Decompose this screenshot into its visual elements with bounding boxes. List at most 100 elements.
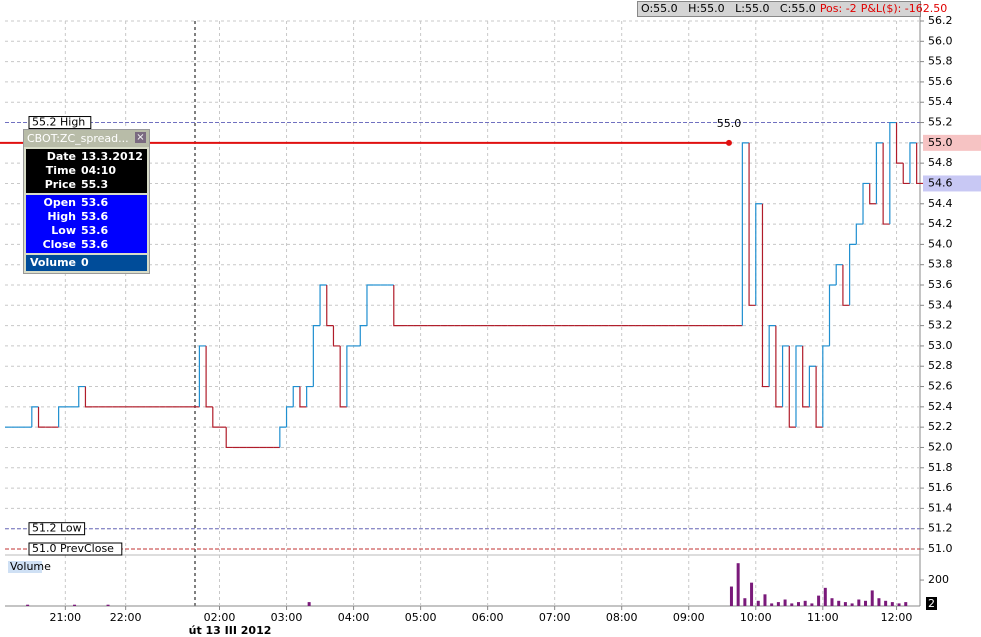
info-key: Open [43,196,76,209]
price-step [198,345,207,407]
price-step [916,142,924,185]
info-row: Date 13.3.2012 [26,150,147,164]
volume-bar [783,599,787,606]
volume-bar [830,598,834,606]
price-step [748,142,756,306]
info-key: Low [51,224,76,237]
x-tick-label: 08:00 [606,611,638,624]
volume-bar [743,598,747,606]
x-tick-label: 09:00 [673,611,705,624]
volume-bar [803,600,807,606]
price-step [788,345,796,428]
price-step [359,325,367,346]
y-tick-label: 52.8 [928,359,953,372]
price-step [822,345,830,428]
price-step [279,426,287,448]
info-key: Close [42,238,76,251]
price-step [875,142,884,204]
y-tick-label: 53.6 [928,278,953,291]
price-badge-label: 55.0 [928,136,953,149]
info-value: 53.6 [81,196,109,209]
info-value: 53.6 [81,238,109,251]
price-step [828,284,837,346]
volume-bar [823,587,827,606]
info-row: Price 55.3 [26,178,147,192]
price-step [862,182,870,225]
info-row: Close 53.6 [26,238,147,252]
price-step [808,365,817,407]
volume-title-bg [8,561,42,573]
volume-bar [73,604,77,606]
ohlc: O:55.0 H:55.0 L:55.0 C:55.0 [641,2,816,15]
volume-bar [843,602,847,606]
volume-bar [890,602,894,606]
volume-bar [26,604,30,606]
y-tick-label: 53.8 [928,258,953,271]
y-tick-label: 54.2 [928,217,953,230]
info-row: Open 53.6 [26,196,147,210]
y-tick-label: 51.6 [928,481,953,494]
volume-bar [736,563,740,606]
info-value: 53.6 [81,224,109,237]
y-tick-label: 53.0 [928,339,953,352]
volume-bar [857,599,861,606]
x-tick-label: 03:00 [271,611,303,624]
price-badge [923,134,981,151]
info-section: Date 13.3.2012 Time 04:10 Price 55.3 [26,149,147,193]
x-tick-label: 10:00 [740,611,772,624]
y-tick-label: 53.4 [928,298,953,311]
price-step [775,325,783,408]
price-step [815,366,823,428]
price-badge-label: 54.6 [928,176,953,189]
price-step [205,345,213,408]
volume-bar [776,602,780,606]
info-box: CBOT:ZC_spread... × Date 13.3.2012 Time 04:1… [23,129,150,274]
pnl: P&L($): -162.50 [860,2,948,15]
info-row: Low 53.6 [26,224,147,238]
y-tick-label: 52.4 [928,400,953,413]
y-tick-label: 54.4 [928,197,953,210]
x-tick-label: 06:00 [472,611,504,624]
price-step [292,385,300,407]
info-value: 55.3 [81,178,109,191]
volume-bar [307,602,311,606]
volume-bar [106,604,110,606]
price-step [326,285,334,327]
price-step [895,122,904,164]
price-step [37,406,46,428]
x-tick-label: 05:00 [405,611,437,624]
price-step [835,264,843,285]
info-section: Open 53.6 High 53.6 Low 53.6 Close 53.6 [26,195,147,253]
info-row: Volume 0 [26,256,147,270]
volume-bar [897,603,901,606]
x-tick-label: 07:00 [539,611,571,624]
volume-bar [870,590,874,606]
volume-last-box [926,597,937,610]
price-step [339,345,347,408]
price-step [285,406,294,428]
position: Pos: -2 [819,2,857,15]
y-tick-label: 51.8 [928,461,953,474]
volume-bar [850,603,854,606]
x-tick-label: 22:00 [110,611,142,624]
price-step [78,385,86,407]
price-step [332,325,341,347]
volume-bar [729,586,733,606]
info-row: High 53.6 [26,210,147,224]
close-button[interactable]: × [135,132,146,143]
price-step [319,284,327,326]
price-step [902,163,910,185]
price-step [225,427,233,449]
price-step [312,325,321,387]
y-tick-label: 51.4 [928,501,953,514]
price-step [366,284,374,326]
level-label-box [28,522,86,536]
info-value: 04:10 [81,164,117,177]
volume-last-label: 2 [928,597,935,610]
volume-bar [904,602,908,606]
y-tick-label: 54.8 [928,156,953,169]
info-title: CBOT:ZC_spread... [27,132,129,145]
y-tick-label: 56.2 [928,14,953,27]
level-label: 51.0 PrevClose [32,542,114,555]
